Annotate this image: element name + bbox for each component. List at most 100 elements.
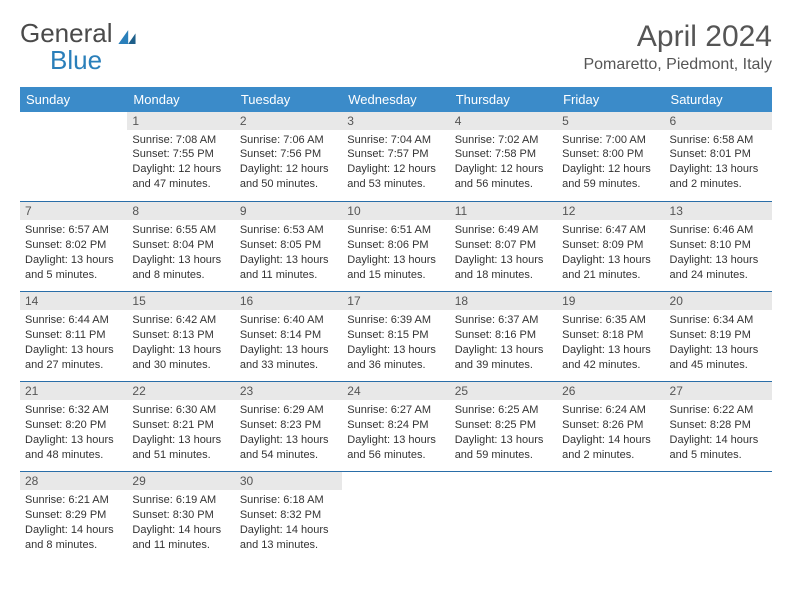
day-number: 8 [127,202,234,220]
day-number: 10 [342,202,449,220]
sunset-label: Sunset: [132,419,172,431]
sunrise-value: 6:53 AM [283,224,323,236]
day-content: Sunrise: 6:58 AMSunset: 8:01 PMDaylight:… [665,130,772,197]
sunset-value: 7:55 PM [173,148,214,160]
sunset-value: 8:25 PM [495,419,536,431]
sunset-value: 8:20 PM [65,419,106,431]
daylight-label: Daylight: [240,254,286,266]
calendar-cell [20,112,127,202]
sunset-label: Sunset: [240,239,280,251]
day-number: 29 [127,472,234,490]
day-content: Sunrise: 6:35 AMSunset: 8:18 PMDaylight:… [557,310,664,377]
sunset-value: 8:32 PM [280,509,321,521]
day-content: Sunrise: 6:18 AMSunset: 8:32 PMDaylight:… [235,490,342,557]
sunset-label: Sunset: [132,329,172,341]
daylight-label: Daylight: [562,163,608,175]
daylight-label: Daylight: [670,254,716,266]
sunrise-value: 6:39 AM [391,314,431,326]
sunset-value: 8:30 PM [173,509,214,521]
day-number: 15 [127,292,234,310]
day-number: 12 [557,202,664,220]
calendar-table: Sunday Monday Tuesday Wednesday Thursday… [20,87,772,562]
sunrise-value: 6:37 AM [498,314,538,326]
daylight-label: Daylight: [132,344,178,356]
day-number: 23 [235,382,342,400]
sunrise-value: 7:08 AM [176,134,216,146]
calendar-cell: 29Sunrise: 6:19 AMSunset: 8:30 PMDayligh… [127,472,234,562]
sunrise-label: Sunrise: [132,494,175,506]
sunset-label: Sunset: [455,419,495,431]
sunrise-value: 6:32 AM [68,404,108,416]
weekday-header: Tuesday [235,87,342,112]
daylight-label: Daylight: [132,434,178,446]
location-subtitle: Pomaretto, Piedmont, Italy [583,56,772,74]
day-content: Sunrise: 6:27 AMSunset: 8:24 PMDaylight:… [342,400,449,467]
day-number: 14 [20,292,127,310]
sunrise-value: 7:02 AM [498,134,538,146]
daylight-label: Daylight: [562,434,608,446]
day-number: 18 [450,292,557,310]
calendar-row: 28Sunrise: 6:21 AMSunset: 8:29 PMDayligh… [20,472,772,562]
month-title: April 2024 [583,20,772,54]
day-content: Sunrise: 6:39 AMSunset: 8:15 PMDaylight:… [342,310,449,377]
sunrise-label: Sunrise: [455,404,498,416]
sunrise-value: 6:47 AM [606,224,646,236]
sunset-label: Sunset: [347,419,387,431]
sunrise-value: 6:30 AM [176,404,216,416]
sunset-label: Sunset: [240,419,280,431]
sunrise-label: Sunrise: [455,314,498,326]
day-number: 22 [127,382,234,400]
sunrise-label: Sunrise: [240,224,283,236]
sunrise-value: 6:42 AM [176,314,216,326]
sunset-value: 8:01 PM [710,148,751,160]
sunset-label: Sunset: [240,329,280,341]
calendar-cell: 28Sunrise: 6:21 AMSunset: 8:29 PMDayligh… [20,472,127,562]
logo-icon [117,20,141,47]
title-block: April 2024 Pomaretto, Piedmont, Italy [583,20,772,74]
daylight-label: Daylight: [347,434,393,446]
daylight-label: Daylight: [670,163,716,175]
calendar-body: 1Sunrise: 7:08 AMSunset: 7:55 PMDaylight… [20,112,772,562]
sunset-value: 8:06 PM [388,239,429,251]
day-number: 13 [665,202,772,220]
sunset-value: 8:24 PM [388,419,429,431]
sunset-label: Sunset: [670,239,710,251]
weekday-header: Wednesday [342,87,449,112]
daylight-label: Daylight: [347,163,393,175]
day-content: Sunrise: 7:00 AMSunset: 8:00 PMDaylight:… [557,130,664,197]
sunrise-label: Sunrise: [240,134,283,146]
day-content: Sunrise: 6:37 AMSunset: 8:16 PMDaylight:… [450,310,557,377]
daylight-label: Daylight: [25,434,71,446]
day-content: Sunrise: 6:47 AMSunset: 8:09 PMDaylight:… [557,220,664,287]
calendar-cell: 15Sunrise: 6:42 AMSunset: 8:13 PMDayligh… [127,292,234,382]
calendar-cell: 1Sunrise: 7:08 AMSunset: 7:55 PMDaylight… [127,112,234,202]
sunset-value: 7:57 PM [388,148,429,160]
calendar-row: 7Sunrise: 6:57 AMSunset: 8:02 PMDaylight… [20,202,772,292]
sunrise-label: Sunrise: [240,404,283,416]
daylight-label: Daylight: [455,163,501,175]
daylight-label: Daylight: [25,524,71,536]
sunset-label: Sunset: [455,239,495,251]
daylight-label: Daylight: [455,344,501,356]
calendar-cell: 26Sunrise: 6:24 AMSunset: 8:26 PMDayligh… [557,382,664,472]
daylight-label: Daylight: [132,524,178,536]
sunset-label: Sunset: [562,329,602,341]
calendar-cell: 20Sunrise: 6:34 AMSunset: 8:19 PMDayligh… [665,292,772,382]
calendar-cell: 12Sunrise: 6:47 AMSunset: 8:09 PMDayligh… [557,202,664,292]
calendar-cell: 24Sunrise: 6:27 AMSunset: 8:24 PMDayligh… [342,382,449,472]
sunrise-label: Sunrise: [25,224,68,236]
calendar-cell: 22Sunrise: 6:30 AMSunset: 8:21 PMDayligh… [127,382,234,472]
day-content: Sunrise: 6:30 AMSunset: 8:21 PMDaylight:… [127,400,234,467]
day-number: 16 [235,292,342,310]
sunset-label: Sunset: [347,239,387,251]
day-content: Sunrise: 6:51 AMSunset: 8:06 PMDaylight:… [342,220,449,287]
sunrise-value: 6:22 AM [713,404,753,416]
day-number: 30 [235,472,342,490]
day-content: Sunrise: 7:02 AMSunset: 7:58 PMDaylight:… [450,130,557,197]
calendar-cell [342,472,449,562]
sunrise-label: Sunrise: [132,224,175,236]
sunrise-label: Sunrise: [25,494,68,506]
weekday-header-row: Sunday Monday Tuesday Wednesday Thursday… [20,87,772,112]
calendar-cell: 9Sunrise: 6:53 AMSunset: 8:05 PMDaylight… [235,202,342,292]
sunset-value: 8:21 PM [173,419,214,431]
